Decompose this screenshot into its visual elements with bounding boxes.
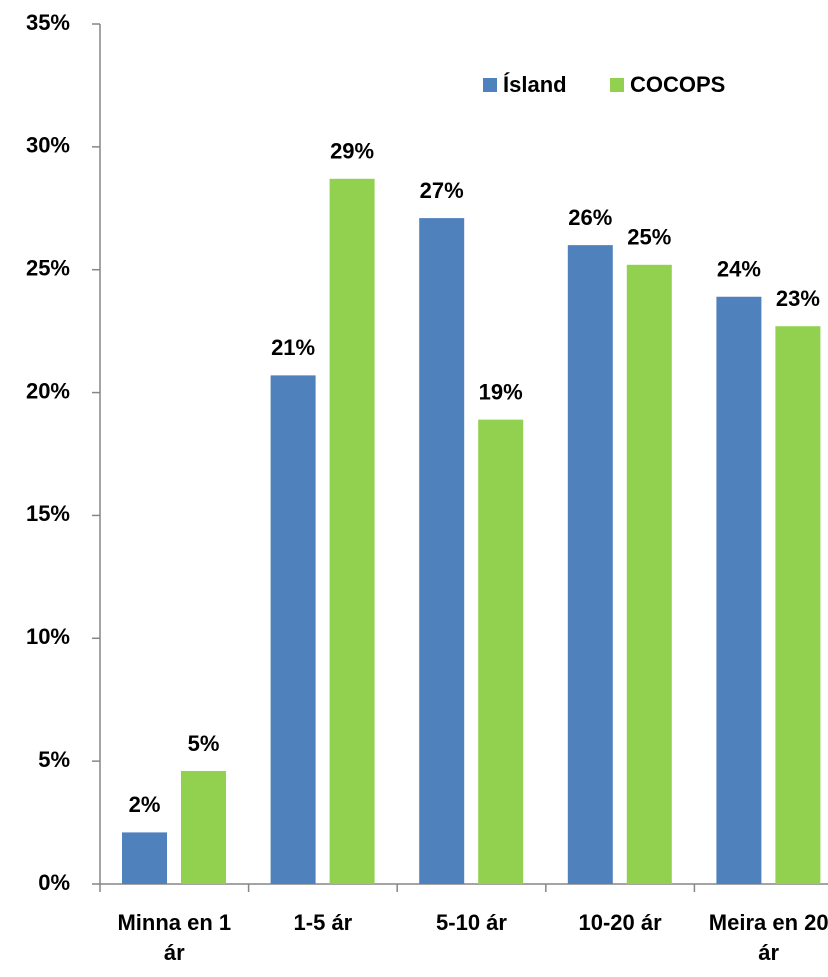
y-tick-label: 0% [38, 870, 70, 895]
value-label: 19% [479, 379, 523, 404]
bar [181, 770, 226, 884]
value-label: 27% [420, 178, 464, 203]
x-tick-label: Minna en 1 ár [117, 910, 232, 965]
y-tick-label: 35% [26, 10, 70, 35]
legend-label: Ísland [503, 72, 567, 97]
x-tick-label: 5-10 ár [436, 910, 507, 935]
bar [567, 245, 613, 885]
bar [478, 419, 524, 884]
bar [270, 375, 316, 884]
legend-label: COCOPS [630, 72, 725, 97]
bar [122, 832, 167, 884]
value-label: 2% [129, 792, 161, 817]
bar [775, 326, 821, 884]
value-label: 5% [188, 731, 220, 756]
y-tick-label: 20% [26, 378, 70, 403]
y-tick-label: 25% [26, 256, 70, 281]
legend-swatch [483, 78, 497, 92]
value-label: 21% [271, 335, 315, 360]
x-tick-label: 1-5 ár [293, 910, 353, 935]
value-label: 26% [568, 205, 612, 230]
bar [716, 296, 762, 884]
value-label: 23% [776, 286, 820, 311]
bar [329, 178, 375, 885]
x-tick-label: Meira en 20 ár [708, 910, 828, 965]
y-tick-label: 15% [26, 501, 70, 526]
value-label: 24% [717, 257, 761, 282]
legend-swatch [610, 78, 624, 92]
bar [626, 264, 672, 884]
y-tick-label: 30% [26, 133, 70, 158]
x-tick-label: 10-20 ár [578, 910, 662, 935]
value-label: 25% [627, 225, 671, 250]
bar [419, 218, 465, 885]
y-tick-label: 10% [26, 624, 70, 649]
y-tick-label: 5% [38, 747, 70, 772]
value-label: 29% [330, 139, 374, 164]
